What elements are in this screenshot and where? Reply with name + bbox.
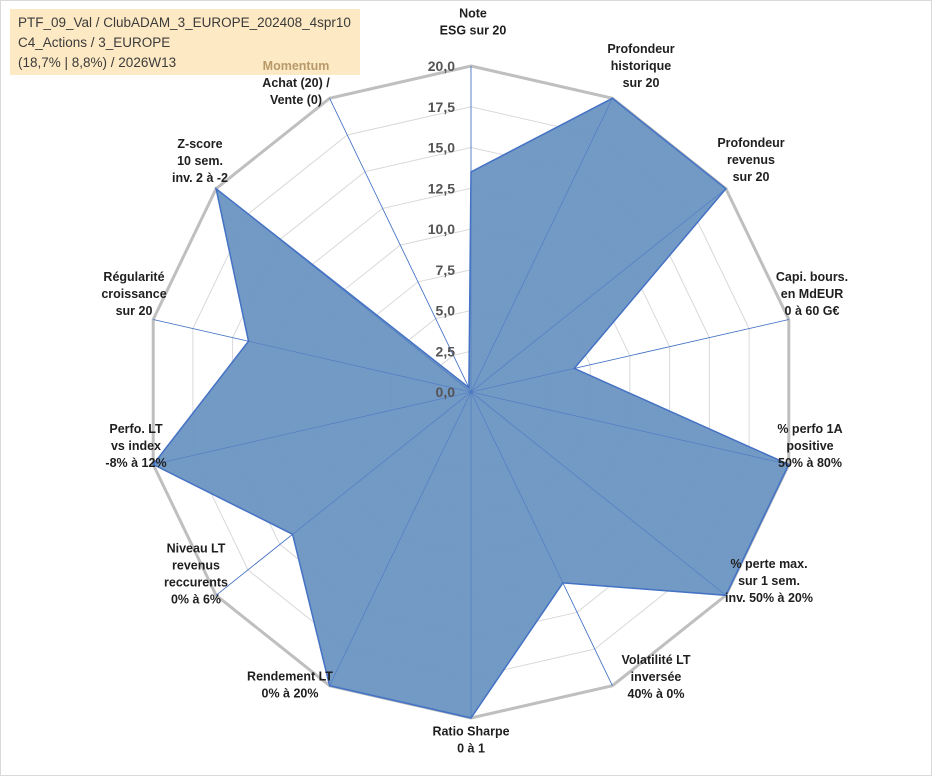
radar-spoke-overlay	[329, 391, 472, 686]
radar-axis-label: Profondeur revenus sur 20	[717, 136, 784, 184]
radar-spoke-overlay	[215, 391, 472, 596]
radar-tick-label: 0,0	[436, 384, 456, 400]
portfolio-category: C4_Actions / 3_EUROPE	[18, 35, 171, 50]
radar-spoke-overlay	[470, 319, 789, 393]
radar-spoke-overlay	[153, 391, 472, 465]
radar-tick-label: 7,5	[436, 262, 456, 278]
radar-axis-label: Perfo. LT vs index -8% à 12%	[105, 422, 166, 470]
radar-spoke-overlay	[153, 319, 472, 393]
radar-tick-label: 17,5	[428, 99, 455, 115]
radar-spoke-overlay	[329, 98, 472, 393]
radar-tick-label: 2,5	[436, 343, 456, 359]
radar-axis-label: Ratio Sharpe 0 à 1	[432, 725, 509, 756]
radar-spoke-overlay	[470, 188, 727, 393]
radar-tick-label: 12,5	[428, 180, 455, 196]
radar-axis-label: Capi. bours. en MdEUR 0 à 60 G€	[776, 270, 848, 318]
portfolio-stats: (18,7% | 8,8%) / 2026W13	[18, 55, 177, 70]
radar-axis-label: Rendement LT 0% à 20%	[247, 670, 333, 701]
radar-spoke-overlay	[470, 98, 613, 393]
radar-tick-label: 20,0	[428, 58, 455, 74]
radar-tick-labels: 0,0 2,5 5,0 7,5 10,0 12,5 15,0 17,5 20,0	[428, 58, 455, 400]
radar-series	[152, 66, 790, 719]
radar-spoke-overlay	[215, 188, 472, 393]
radar-axis-label: % perte max. sur 1 sem. inv. 50% à 20%	[725, 557, 813, 605]
radar-axis-label: Z-score 10 sem. inv. 2 à -2	[172, 137, 228, 185]
radar-axis-label: Profondeur historique sur 20	[607, 42, 674, 90]
portfolio-name: PTF_09_Val / ClubADAM_3_EUROPE_202408_4s…	[18, 15, 351, 30]
radar-axis-labels: Note ESG sur 20 Profondeur historique sur 20…	[101, 7, 848, 756]
radar-axis-label: Volatilité LT inversée 40% à 0%	[622, 653, 691, 701]
radar-spoke-overlay	[470, 391, 727, 596]
radar-axis-label: Régularité croissance sur 20	[101, 270, 166, 318]
radar-axis-label: Note ESG sur 20	[440, 7, 507, 38]
radar-axis-label: Momentum Achat (20) / Vente (0)	[262, 59, 330, 107]
radar-tick-label: 15,0	[428, 140, 455, 156]
radar-spoke-overlay	[470, 391, 613, 686]
radar-spoke-overlay	[470, 391, 789, 465]
radar-tick-label: 10,0	[428, 221, 455, 237]
radar-axis-label: % perfo 1A positive 50% à 80%	[777, 422, 842, 470]
portfolio-info-box: PTF_09_Val / ClubADAM_3_EUROPE_202408_4s…	[10, 9, 360, 75]
radar-axis-label: Niveau LT revenus reccurents 0% à 6%	[164, 542, 228, 607]
radar-tick-label: 5,0	[436, 303, 456, 319]
